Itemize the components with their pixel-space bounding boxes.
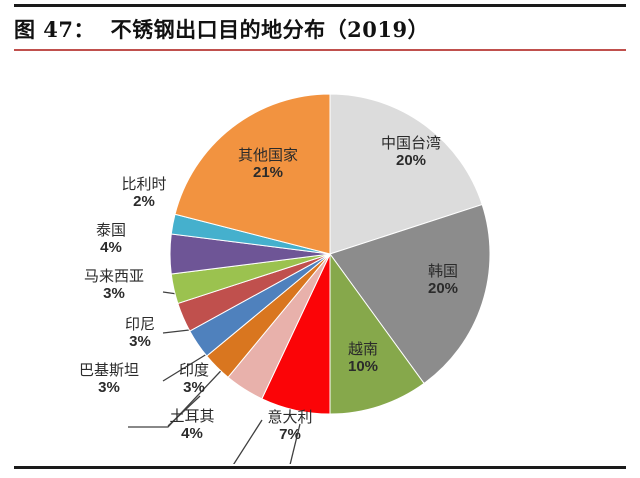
pie-chart-svg (128, 93, 491, 464)
bottom-divider (14, 466, 626, 469)
leader-line-印度 (167, 395, 201, 427)
pie-slice-2[interactable] (329, 252, 425, 415)
top-divider (14, 4, 626, 7)
leader-line-巴基斯坦 (128, 357, 234, 428)
pie-slice-0[interactable] (329, 93, 483, 255)
leader-line-意大利 (289, 423, 301, 464)
page-title: 图 47： 不锈钢出口目的地分布（2019） (14, 17, 430, 42)
pie-chart: 中国台湾 20% 韩国 20% 越南 10% 意大利 7% 土耳其 4% 印度 … (0, 52, 640, 464)
pie-slice-group (169, 93, 491, 415)
pie-slice-1[interactable] (329, 203, 491, 385)
title-underline (14, 49, 626, 51)
pie-slice-11[interactable] (174, 93, 331, 255)
leader-line-土耳其 (233, 419, 263, 464)
